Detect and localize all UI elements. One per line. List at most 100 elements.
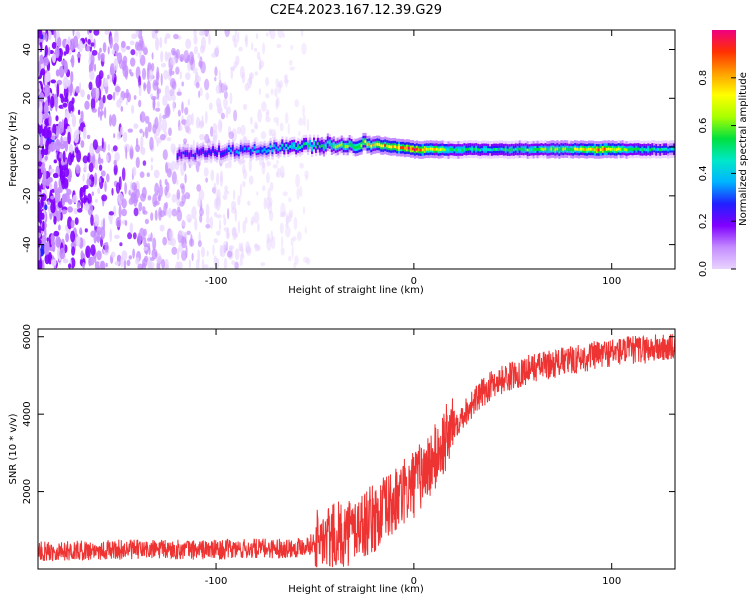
spectrogram-ridge-cell: [378, 143, 381, 146]
spectrogram-ridge-cell: [586, 148, 589, 152]
spectrogram-cell: [155, 37, 160, 51]
spectrogram-cell: [135, 257, 140, 265]
spectrogram-ridge-cell: [552, 147, 555, 151]
spectrogram-ridge-cell: [267, 149, 270, 152]
spectrogram-ridge-cell: [542, 148, 545, 152]
spectrogram-ridge-cell: [406, 146, 409, 150]
spectrogram-cell: [38, 191, 42, 196]
spectrogram-cell: [176, 189, 181, 200]
spectrogram-cell: [62, 136, 69, 142]
spectrogram-ridge-cell: [453, 148, 456, 152]
spectrogram-ridge-cell: [653, 147, 656, 151]
spectrogram-cell: [155, 107, 161, 112]
spectrogram-cell: [273, 116, 280, 123]
spectrogram-cell: [121, 250, 128, 261]
spectrogram-cell: [170, 56, 177, 66]
spectrogram-cell: [191, 112, 194, 126]
spectrogram-ridge-cell: [506, 148, 509, 152]
spectrogram-ridge-cell: [522, 148, 525, 151]
spectrogram-cell: [195, 82, 200, 89]
spectrogram-ridge-cell: [281, 143, 284, 147]
spectrogram-cell: [82, 184, 89, 190]
spectrogram-cell: [132, 248, 136, 259]
spectrogram-ridge-cell: [255, 150, 258, 154]
spectrogram-ridge-cell: [404, 146, 407, 150]
spectrogram-cell: [52, 172, 59, 179]
spectrogram-cell: [265, 32, 269, 37]
spectrogram-ridge-cell: [320, 144, 324, 148]
spectrogram-cell: [72, 35, 79, 49]
spectrogram-cell: [254, 125, 259, 130]
spectrogram-cell: [281, 236, 284, 248]
spectrogram-cell: [121, 167, 126, 181]
spectrogram-cell: [175, 49, 180, 59]
spectrogram-cell: [254, 244, 259, 252]
spectrogram-cell: [61, 195, 66, 207]
spectrogram-ridge-cell: [431, 147, 434, 151]
spectrogram-cell: [205, 177, 209, 183]
spectrogram-ridge-cell: [293, 144, 296, 147]
spectrogram-cell: [204, 78, 210, 91]
spectrogram-cell: [205, 224, 211, 229]
spectrogram-cell: [58, 157, 62, 168]
spectrogram-ridge-cell: [570, 148, 573, 151]
spectrogram-cell: [284, 112, 289, 124]
spectrogram-cell: [177, 109, 181, 117]
spectrogram-ridge-cell: [227, 147, 231, 151]
spectrogram-ridge-cell: [374, 143, 377, 147]
spectrogram-cell: [266, 160, 271, 167]
spectrogram-cell: [198, 189, 205, 202]
spectrogram-cell: [270, 197, 273, 207]
spectrogram-cell: [216, 192, 219, 206]
spectrogram-cell: [263, 197, 267, 210]
spectrogram-ridge-cell: [641, 148, 644, 152]
spectrogram-cell: [203, 167, 209, 177]
snr-x-label: Height of straight line (km): [288, 584, 424, 595]
spectrogram-cell: [65, 44, 70, 55]
spectrogram-cell: [209, 216, 213, 230]
spectrogram-cell: [45, 33, 48, 43]
spectrogram-ridge-cell: [253, 146, 256, 149]
spectrogram-ridge-cell: [275, 146, 278, 150]
spectrogram-cell: [50, 95, 55, 109]
spectrogram-cell: [234, 30, 237, 39]
spectrogram-ridge-cell: [467, 147, 470, 151]
spectrogram-cell: [80, 250, 84, 260]
spectrogram-cell: [234, 248, 240, 261]
spectrogram-cell: [205, 216, 210, 225]
spectrogram-ridge-cell: [330, 144, 333, 148]
spectrogram-cell: [123, 259, 127, 269]
spectrogram-cell: [38, 232, 42, 238]
spectrogram-cell: [61, 119, 64, 133]
spectrogram-cell: [181, 250, 187, 261]
spectrogram-cell: [100, 52, 105, 59]
spectrogram-cell: [187, 98, 190, 106]
spectrogram-cell: [86, 134, 91, 140]
spectrogram-cell: [115, 85, 121, 93]
spectrogram-ridge-cell: [572, 148, 575, 152]
spectrogram-cell: [179, 71, 182, 80]
spectrogram-cell: [88, 162, 94, 173]
spectrogram-cell: [97, 106, 101, 118]
spectrogram-ridge-cell: [283, 147, 286, 151]
spectrogram-cell: [290, 44, 294, 51]
spectrogram-cell: [79, 187, 83, 201]
spectrogram-cell: [104, 30, 110, 35]
spectrogram-cell: [266, 109, 270, 115]
spectrogram-ridge-cell: [562, 147, 565, 151]
spectrogram-cell: [129, 145, 134, 160]
spectrogram-cell: [39, 54, 44, 65]
spectrogram-cell: [212, 244, 215, 256]
spectrogram-cell: [142, 131, 145, 138]
spectrogram-cell: [270, 230, 274, 243]
spectrogram-cell: [150, 157, 154, 163]
spectrogram-ridge-cell: [370, 144, 373, 148]
spectrogram-cell: [228, 131, 234, 140]
spectrogram-cell: [123, 131, 128, 143]
spectrogram-ridge-cell: [441, 147, 444, 151]
spectrogram-ridge-cell: [627, 148, 630, 152]
spectrogram-ridge-cell: [473, 147, 476, 151]
spectrogram-ridge-cell: [427, 148, 430, 151]
spectrogram-ridge-cell: [402, 146, 405, 150]
spectrogram-cell: [44, 155, 48, 161]
